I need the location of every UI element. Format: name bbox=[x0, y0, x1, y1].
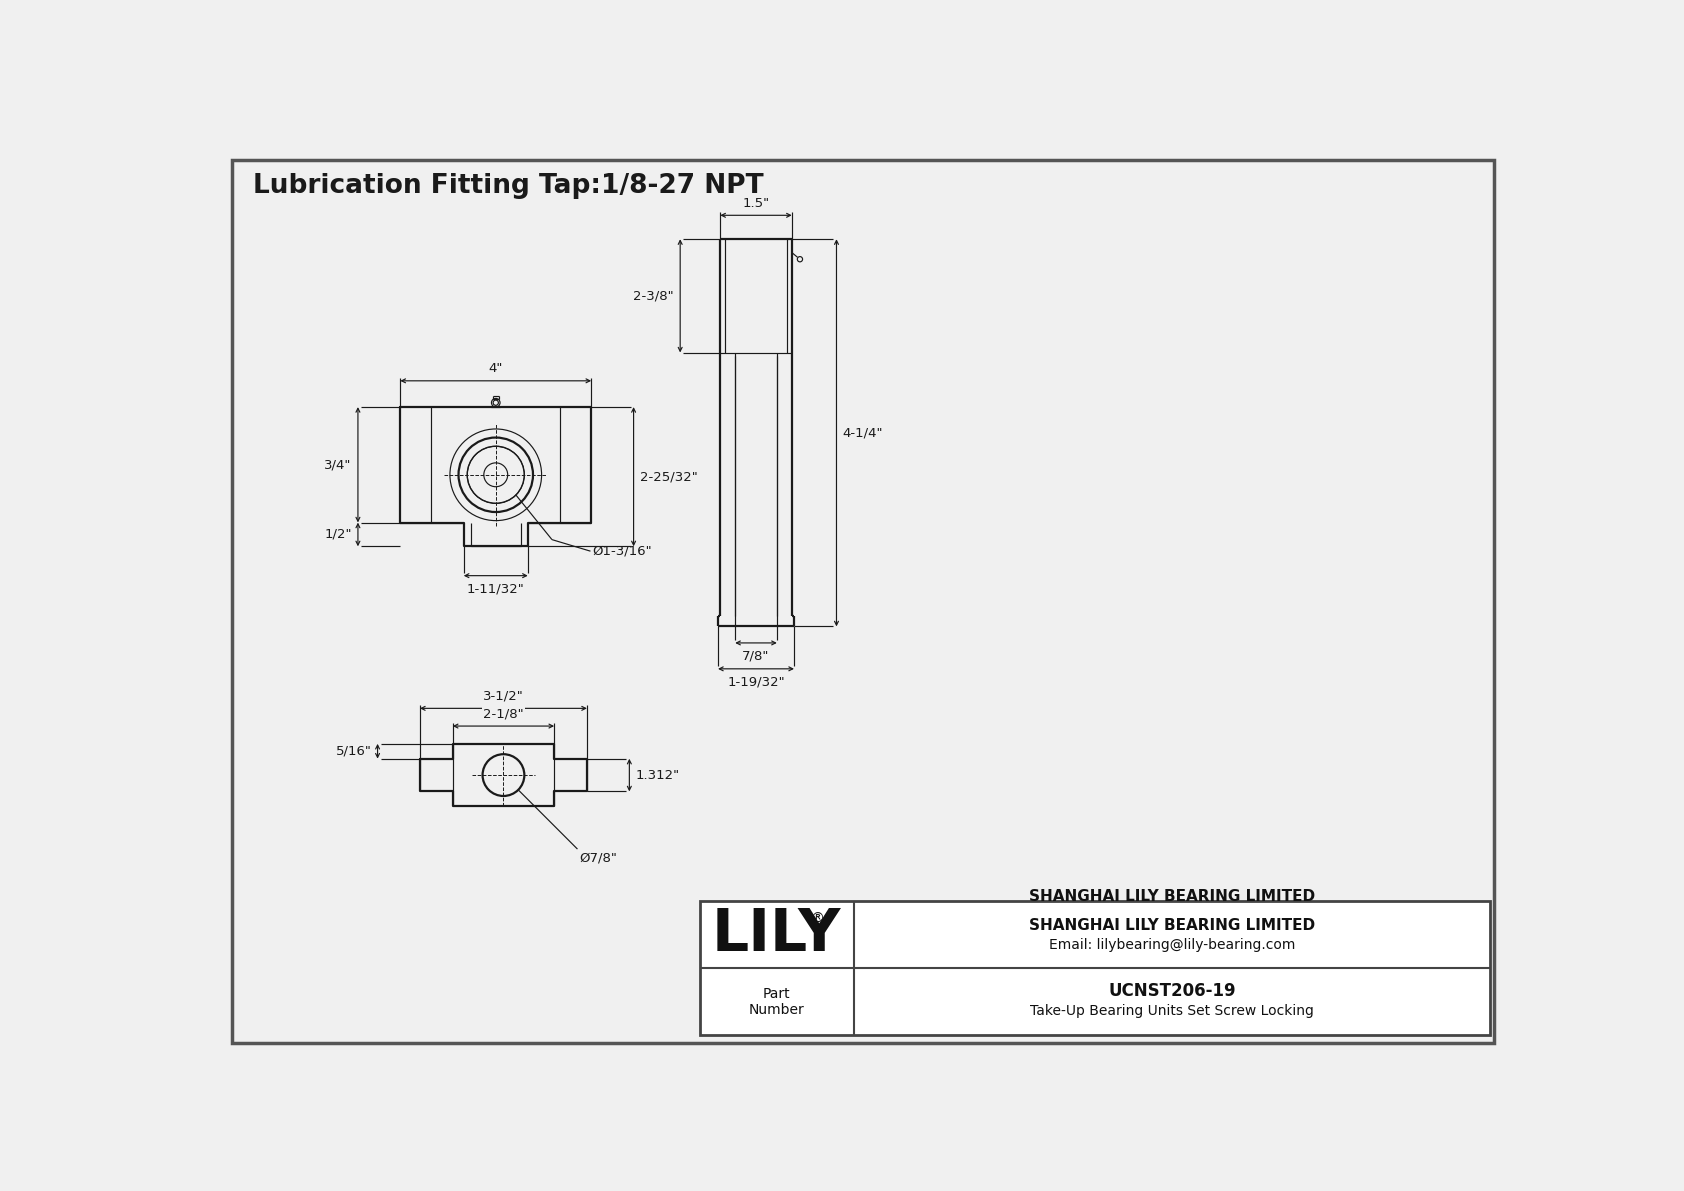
Text: 4-1/4": 4-1/4" bbox=[842, 426, 882, 439]
Text: Part
Number: Part Number bbox=[749, 986, 805, 1017]
Text: SHANGHAI LILY BEARING LIMITED: SHANGHAI LILY BEARING LIMITED bbox=[1029, 888, 1315, 904]
Text: Lubrication Fitting Tap:1/8-27 NPT: Lubrication Fitting Tap:1/8-27 NPT bbox=[253, 173, 765, 199]
Text: ®: ® bbox=[810, 912, 823, 925]
Text: 2-25/32": 2-25/32" bbox=[640, 470, 697, 484]
Text: 3-1/2": 3-1/2" bbox=[483, 690, 524, 703]
Text: UCNST206-19: UCNST206-19 bbox=[1108, 981, 1236, 1000]
Text: Ø7/8": Ø7/8" bbox=[579, 852, 616, 865]
Text: 2-1/8": 2-1/8" bbox=[483, 707, 524, 721]
Bar bbox=[701, 900, 1490, 1035]
Text: 1/2": 1/2" bbox=[325, 528, 352, 541]
Text: 2-3/8": 2-3/8" bbox=[633, 289, 674, 303]
Text: 1-19/32": 1-19/32" bbox=[727, 675, 785, 688]
Text: Ø1-3/16": Ø1-3/16" bbox=[593, 544, 652, 557]
Text: 4": 4" bbox=[488, 362, 504, 375]
Text: 7/8": 7/8" bbox=[743, 650, 770, 663]
Text: 1.5": 1.5" bbox=[743, 197, 770, 210]
Text: Email: lilybearing@lily-bearing.com: Email: lilybearing@lily-bearing.com bbox=[1049, 939, 1295, 952]
Text: 5/16": 5/16" bbox=[335, 744, 372, 757]
Text: LILY: LILY bbox=[712, 906, 842, 962]
Text: Take-Up Bearing Units Set Screw Locking: Take-Up Bearing Units Set Screw Locking bbox=[1031, 1004, 1314, 1018]
Bar bbox=[1123, 168, 1490, 362]
Text: 1-11/32": 1-11/32" bbox=[466, 582, 525, 596]
Text: SHANGHAI LILY BEARING LIMITED: SHANGHAI LILY BEARING LIMITED bbox=[1029, 917, 1315, 933]
Text: 3/4": 3/4" bbox=[325, 459, 352, 472]
Text: 1.312": 1.312" bbox=[635, 768, 680, 781]
